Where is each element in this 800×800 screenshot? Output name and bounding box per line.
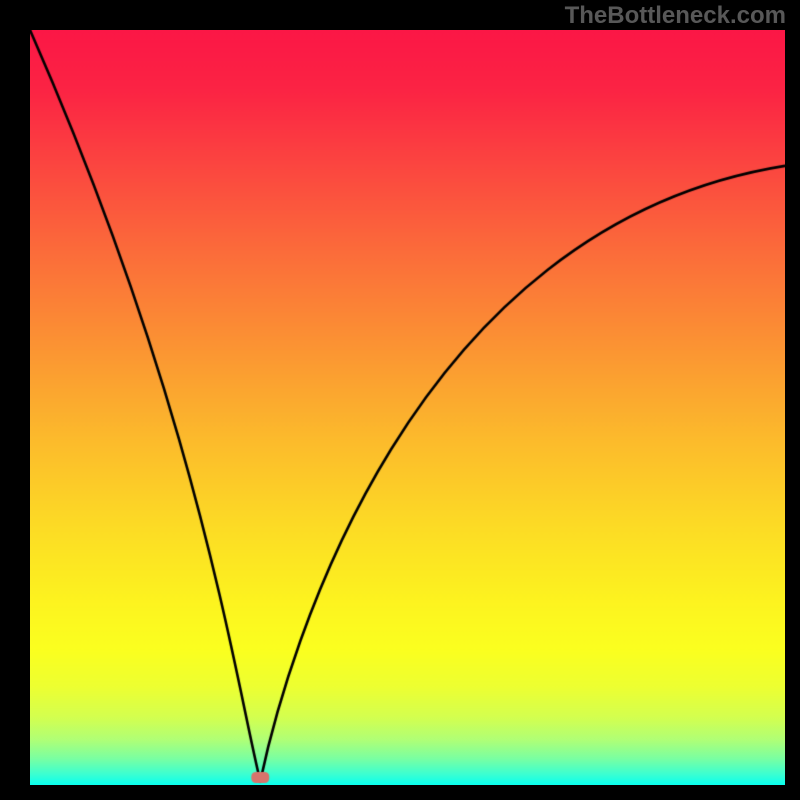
chart-container: TheBottleneck.com bbox=[0, 0, 800, 800]
plot-area bbox=[30, 30, 785, 785]
optimum-marker bbox=[30, 30, 785, 785]
watermark-text: TheBottleneck.com bbox=[565, 2, 786, 30]
